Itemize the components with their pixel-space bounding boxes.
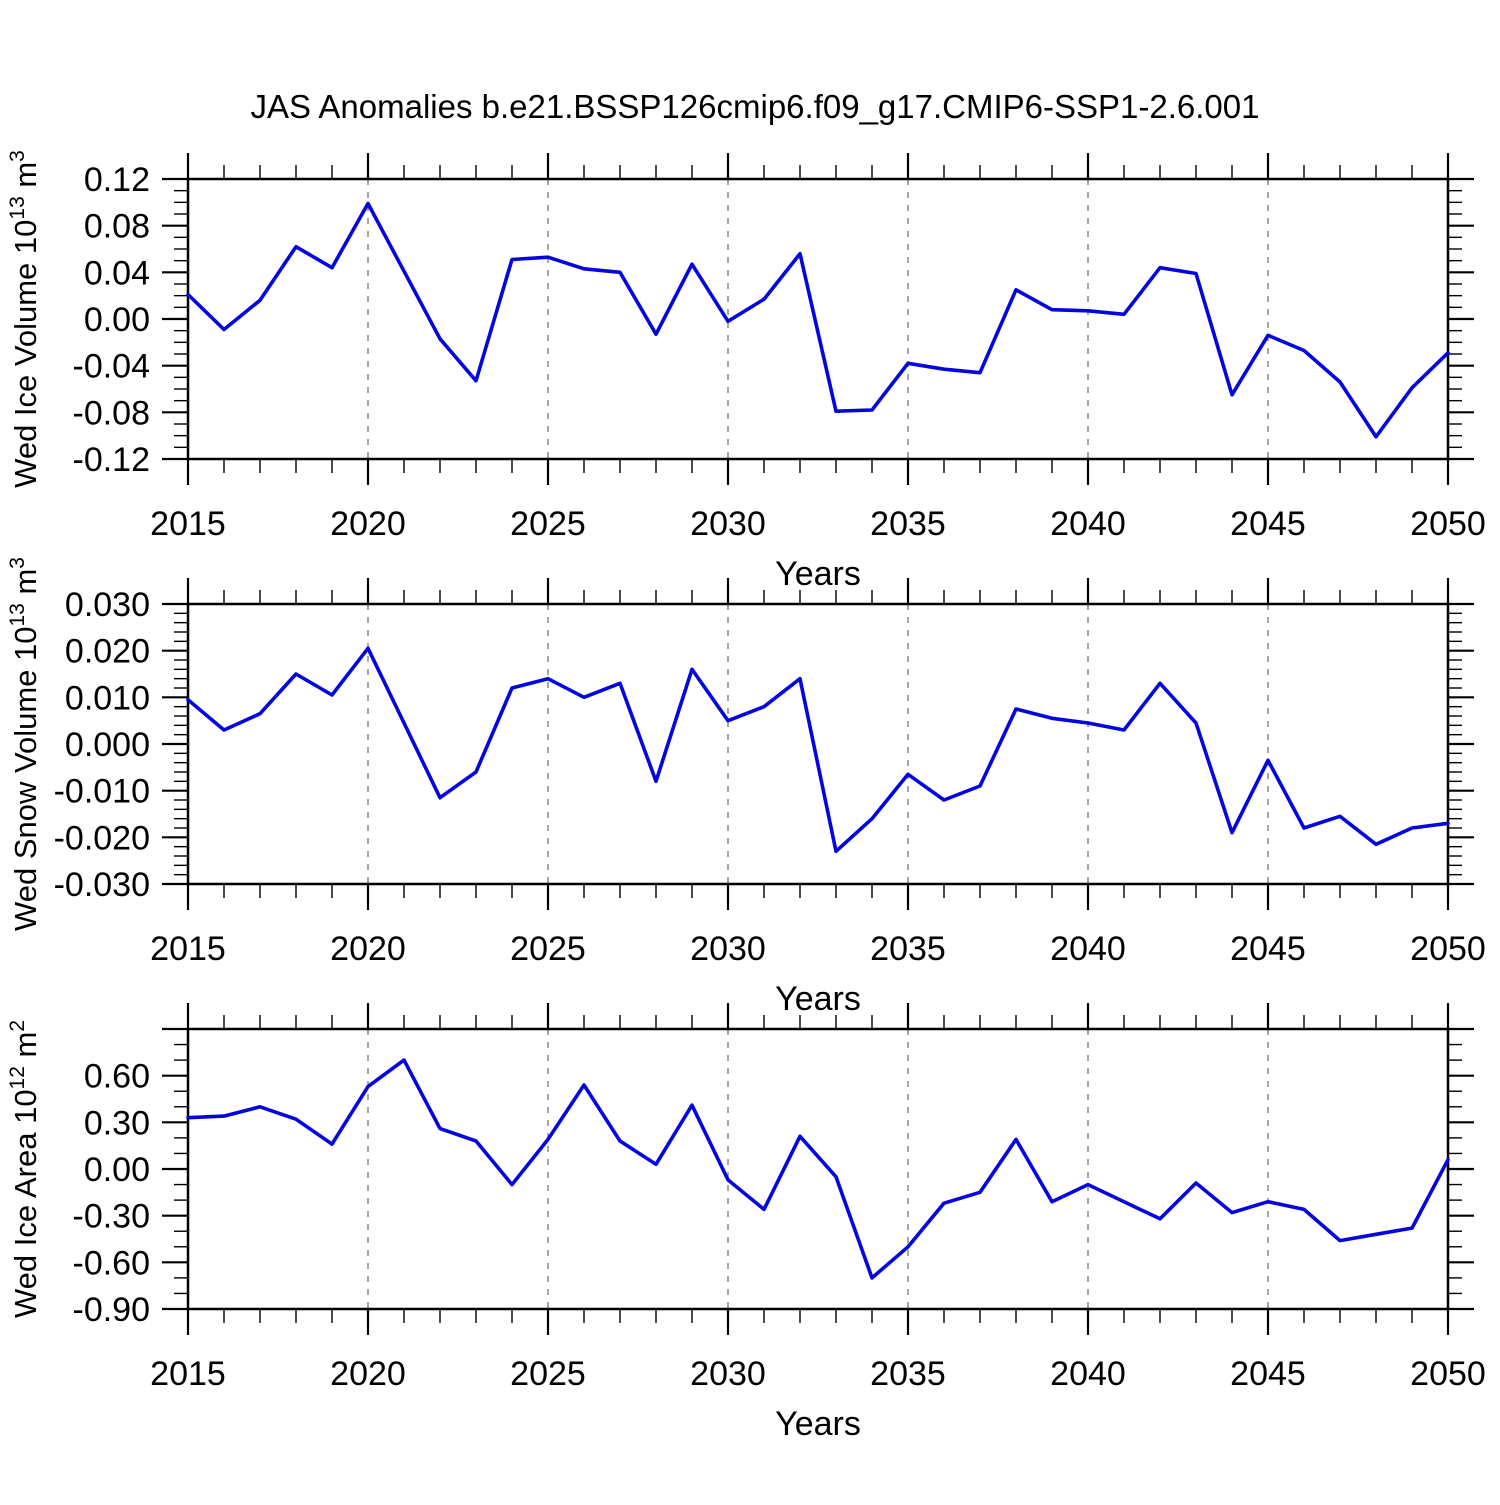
y-tick-label: -0.90 — [73, 1291, 151, 1329]
x-tick-label: 2025 — [510, 930, 586, 968]
x-tick-label: 2015 — [150, 930, 226, 968]
x-tick-label: 2025 — [510, 1355, 586, 1393]
y-tick-label: -0.010 — [54, 773, 150, 811]
y-tick-label: 0.00 — [84, 1151, 150, 1189]
panel-1-series-line — [186, 201, 1450, 439]
panel-1: 0.12 0.08 0.04 0.00 -0.04 -0.08 -0.12 2015 2020 2… — [6, 150, 1486, 593]
x-tick-label: 2020 — [330, 930, 406, 968]
panel-3-series-line — [186, 1058, 1450, 1280]
y-axis-title: Wed Ice Area 1012 m2 — [6, 1020, 43, 1318]
x-tick-label: 2030 — [690, 930, 766, 968]
x-tick-label: 2040 — [1050, 1355, 1126, 1393]
y-tick-label: 0.08 — [84, 208, 150, 246]
y-tick-label: 0.020 — [65, 633, 150, 671]
panel-frame — [186, 177, 1450, 461]
y-tick-label: 0.010 — [65, 679, 150, 717]
panel-3: 0.60 0.30 0.00 -0.30 -0.60 -0.90 2015 2020 2025 2… — [6, 1003, 1486, 1443]
y-tick-label: 0.12 — [84, 161, 150, 199]
x-tick-label: 2015 — [150, 505, 226, 543]
x-tick-label: 2015 — [150, 1355, 226, 1393]
x-tick-label: 2035 — [870, 930, 946, 968]
x-tick-label: 2045 — [1230, 505, 1306, 543]
x-axis-title: Years — [775, 555, 861, 593]
x-tick-label: 2020 — [330, 505, 406, 543]
y-axis-title: Wed Snow Volume 1013 m3 — [6, 557, 43, 931]
x-tick-label: 2045 — [1230, 1355, 1306, 1393]
x-tick-label: 2035 — [870, 505, 946, 543]
x-tick-label: 2025 — [510, 505, 586, 543]
y-tick-label: -0.020 — [54, 819, 150, 857]
x-tick-label: 2030 — [690, 1355, 766, 1393]
x-axis-title: Years — [775, 980, 861, 1018]
x-tick-label: 2050 — [1410, 930, 1486, 968]
y-tick-label: -0.04 — [73, 348, 151, 386]
chart-title: JAS Anomalies b.e21.BSSP126cmip6.f09_g17… — [251, 88, 1260, 125]
y-tick-label: 0.00 — [84, 301, 150, 339]
y-tick-label: 0.04 — [84, 254, 150, 292]
x-tick-label: 2050 — [1410, 1355, 1486, 1393]
x-tick-label: 2020 — [330, 1355, 406, 1393]
y-tick-label: -0.12 — [73, 441, 151, 479]
x-tick-label: 2035 — [870, 1355, 946, 1393]
x-tick-label: 2030 — [690, 505, 766, 543]
panel-2: 0.0300.0200.0100.000-0.010-0.020-0.03020… — [6, 557, 1486, 1018]
y-tick-label: -0.030 — [54, 866, 150, 904]
y-tick-label: 0.30 — [84, 1104, 150, 1142]
x-tick-label: 2040 — [1050, 930, 1126, 968]
y-tick-label: 0.000 — [65, 726, 150, 764]
x-tick-label: 2050 — [1410, 505, 1486, 543]
panel-frame — [186, 1027, 1450, 1311]
panel-2-series-line — [186, 646, 1450, 854]
y-tick-label: 0.030 — [65, 586, 150, 624]
y-tick-label: 0.60 — [84, 1058, 150, 1096]
y-axis-title: Wed Ice Volume 1013 m3 — [6, 150, 43, 488]
x-tick-label: 2045 — [1230, 930, 1306, 968]
y-tick-label: -0.08 — [73, 394, 151, 432]
y-tick-label: -0.60 — [73, 1244, 151, 1282]
y-tick-label: -0.30 — [73, 1198, 151, 1236]
panel-frame — [186, 602, 1450, 886]
x-axis-title: Years — [775, 1405, 861, 1443]
x-tick-label: 2040 — [1050, 505, 1126, 543]
